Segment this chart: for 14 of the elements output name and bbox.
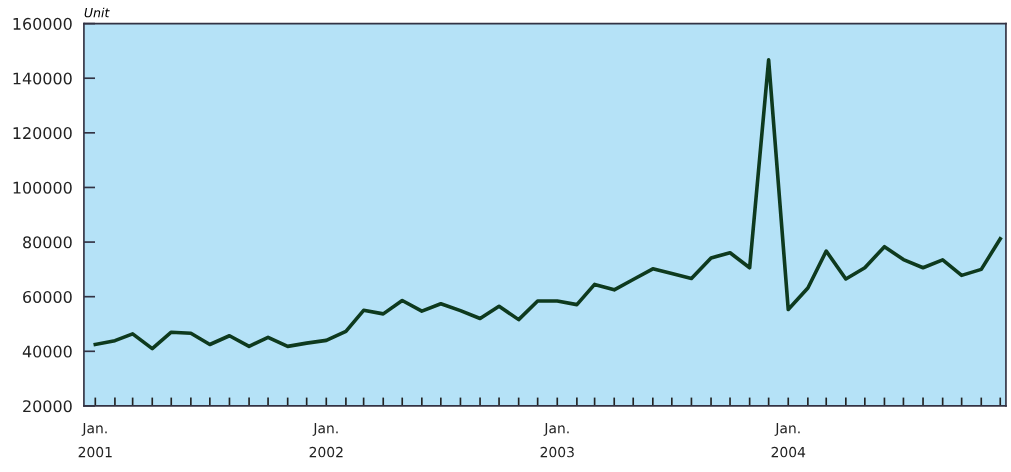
x-tick-label: Jan. 2002 bbox=[309, 423, 343, 458]
y-axis-title: Unit bbox=[84, 7, 110, 18]
y-tick-label: 100000 bbox=[13, 181, 72, 194]
y-tick-label: 60000 bbox=[23, 290, 72, 303]
y-tick-label: 40000 bbox=[22, 345, 72, 358]
x-tick-label: Jan. 2003 bbox=[540, 423, 574, 458]
y-tick-label: 140000 bbox=[13, 72, 72, 85]
y-tick-label: 80000 bbox=[23, 236, 72, 249]
y-tick-label: 160000 bbox=[13, 17, 72, 30]
x-tick-label: Jan. 2004 bbox=[771, 423, 806, 458]
y-tick-label: 20000 bbox=[23, 400, 72, 413]
x-tick-label: Jan. 2001 bbox=[78, 423, 112, 458]
line-series bbox=[93, 58, 1003, 351]
y-tick-label: 120000 bbox=[13, 127, 72, 140]
